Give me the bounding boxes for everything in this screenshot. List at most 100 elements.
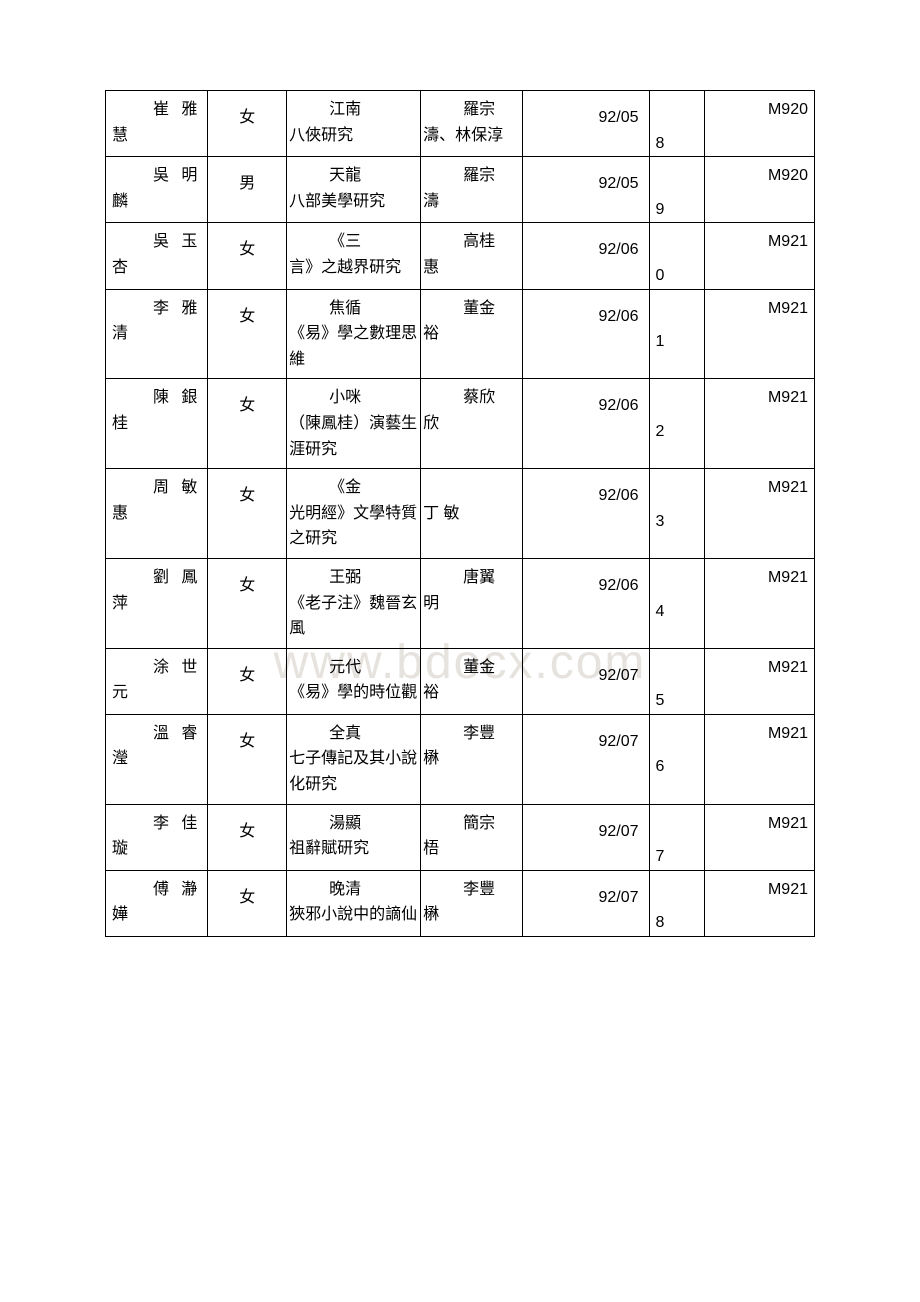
index-value: 9	[656, 197, 704, 223]
topic-rest: 七子傳記及其小說化研究	[289, 746, 418, 797]
table-row: 周 敏惠女《金光明經》文學特質之研究 丁 敏92/06 3M921	[106, 469, 815, 559]
topic-cell: 晚清狹邪小說中的謫仙	[287, 870, 421, 936]
name-line1: 涂 世	[110, 655, 203, 681]
date-cell: 92/07	[523, 804, 649, 870]
advisor-cell: 簡宗梧	[421, 804, 523, 870]
code-cell: M921	[704, 223, 814, 289]
index-value: 6	[656, 754, 704, 780]
index-spacer	[656, 304, 704, 330]
index-spacer	[656, 105, 704, 131]
name-line2: 瀅	[110, 746, 203, 772]
advisor-cell: 羅宗濤、林保淳	[421, 91, 523, 157]
name-line1: 吳 明	[110, 163, 203, 189]
advisor-line2: 裕	[423, 680, 520, 706]
advisor-line1: 蔡欣	[423, 385, 520, 411]
topic-cell: 湯顯祖辭賦研究	[287, 804, 421, 870]
topic-cell: 王弼《老子注》魏晉玄風	[287, 558, 421, 648]
advisor-line1: 羅宗	[423, 163, 520, 189]
topic-rest: （陳鳳桂）演藝生涯研究	[289, 411, 418, 462]
advisor-line2: 欣	[423, 411, 520, 437]
table-row: 李 雅清女焦循《易》學之數理思維董金裕92/06 1M921	[106, 289, 815, 379]
name-line2: 嬅	[110, 902, 203, 928]
index-value: 8	[656, 131, 704, 157]
index-spacer	[656, 819, 704, 845]
gender-cell: 女	[208, 870, 287, 936]
date-cell: 92/07	[523, 870, 649, 936]
name-line2: 杏	[110, 255, 203, 281]
table-row: 傅 瀞嬅女晚清狹邪小說中的謫仙李豐楙92/07 8M921	[106, 870, 815, 936]
advisor-line1: 董金	[423, 655, 520, 681]
topic-cell: 全真七子傳記及其小說化研究	[287, 714, 421, 804]
gender-cell: 女	[208, 469, 287, 559]
index-cell: 3	[649, 469, 704, 559]
date-cell: 92/07	[523, 714, 649, 804]
advisor-line1: 簡宗	[423, 811, 520, 837]
topic-rest: 言》之越界研究	[289, 255, 418, 281]
index-cell: 8	[649, 91, 704, 157]
name-line2: 萍	[110, 591, 203, 617]
name-line1: 崔 雅	[110, 97, 203, 123]
index-spacer	[656, 393, 704, 419]
advisor-cell: 李豐楙	[421, 870, 523, 936]
topic-rest: 光明經》文學特質之研究	[289, 501, 418, 552]
topic-first-line: 湯顯	[289, 811, 418, 837]
topic-rest: 八部美學研究	[289, 189, 418, 215]
name-cell: 崔 雅慧	[106, 91, 208, 157]
index-value: 4	[656, 599, 704, 625]
advisor-line2: 楙	[423, 746, 520, 772]
advisor-line1: 唐翼	[423, 565, 520, 591]
index-value: 1	[656, 329, 704, 355]
topic-cell: 小咪（陳鳳桂）演藝生涯研究	[287, 379, 421, 469]
name-line1: 李 佳	[110, 811, 203, 837]
advisor-cell: 蔡欣欣	[421, 379, 523, 469]
advisor-line2: 梧	[423, 836, 520, 862]
advisor-cell: 董金裕	[421, 289, 523, 379]
advisor-line1: 李豐	[423, 721, 520, 747]
index-spacer	[656, 483, 704, 509]
advisor-line1-empty	[423, 475, 520, 501]
name-cell: 溫 睿瀅	[106, 714, 208, 804]
index-value: 2	[656, 419, 704, 445]
advisor-line2: 濤、林保淳	[423, 123, 520, 149]
advisor-cell: 董金裕	[421, 648, 523, 714]
topic-first-line: 全真	[289, 721, 418, 747]
index-value: 0	[656, 263, 704, 289]
table-container: 崔 雅慧女江南八俠研究羅宗濤、林保淳92/05 8M920吳 明麟男天龍八部美學…	[105, 90, 815, 937]
name-line1: 李 雅	[110, 296, 203, 322]
topic-first-line: 王弼	[289, 565, 418, 591]
code-cell: M921	[704, 289, 814, 379]
advisor-cell: 唐翼明	[421, 558, 523, 648]
index-cell: 9	[649, 157, 704, 223]
date-cell: 92/05	[523, 91, 649, 157]
advisor-line2: 裕	[423, 321, 520, 347]
index-cell: 6	[649, 714, 704, 804]
table-row: 劉 鳳萍女王弼《老子注》魏晉玄風唐翼明92/06 4M921	[106, 558, 815, 648]
index-cell: 7	[649, 804, 704, 870]
name-cell: 李 佳璇	[106, 804, 208, 870]
code-cell: M921	[704, 714, 814, 804]
code-cell: M920	[704, 91, 814, 157]
advisor-line1: 李豐	[423, 877, 520, 903]
index-value: 7	[656, 844, 704, 870]
name-cell: 劉 鳳萍	[106, 558, 208, 648]
index-cell: 5	[649, 648, 704, 714]
gender-cell: 女	[208, 91, 287, 157]
gender-cell: 女	[208, 289, 287, 379]
code-cell: M921	[704, 469, 814, 559]
code-cell: M921	[704, 804, 814, 870]
date-cell: 92/06	[523, 558, 649, 648]
topic-first-line: 焦循	[289, 296, 418, 322]
name-line1: 陳 銀	[110, 385, 203, 411]
index-spacer	[656, 729, 704, 755]
topic-rest: 八俠研究	[289, 123, 418, 149]
index-cell: 8	[649, 870, 704, 936]
name-cell: 吳 玉杏	[106, 223, 208, 289]
gender-cell: 女	[208, 714, 287, 804]
code-cell: M921	[704, 870, 814, 936]
date-cell: 92/06	[523, 379, 649, 469]
name-line2: 璇	[110, 836, 203, 862]
index-cell: 1	[649, 289, 704, 379]
advisor-cell: 高桂惠	[421, 223, 523, 289]
index-value: 3	[656, 509, 704, 535]
name-line2: 元	[110, 680, 203, 706]
